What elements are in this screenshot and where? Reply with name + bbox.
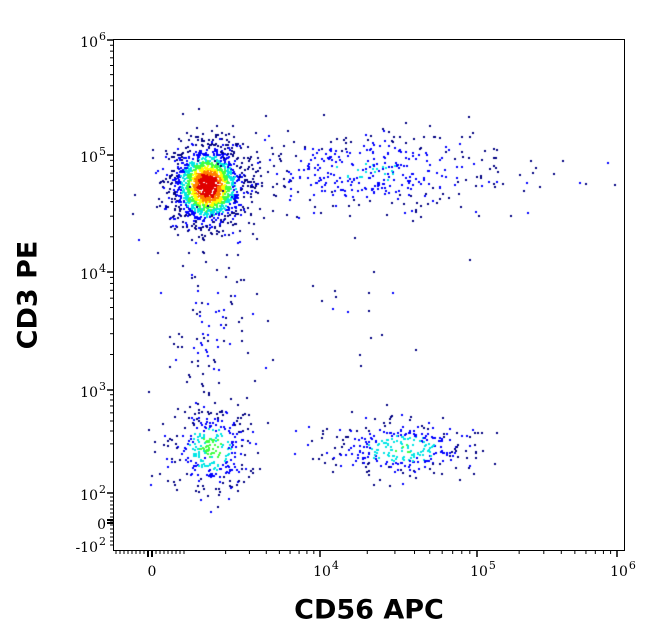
x-tick-label: 106 — [610, 559, 636, 580]
y-tick-label: 106 — [80, 30, 106, 51]
x-axis-title: CD56 APC — [294, 594, 444, 626]
y-axis-title: CD3 PE — [12, 240, 44, 350]
y-tick-label: 104 — [80, 262, 106, 283]
scatter-points — [113, 39, 625, 551]
y-tick-label: -102 — [75, 535, 106, 556]
x-tick-label: 105 — [470, 559, 496, 580]
y-tick-label: 105 — [80, 145, 106, 166]
x-tick-label: 0 — [147, 564, 157, 580]
y-tick-label: 102 — [80, 483, 106, 504]
y-tick-label: 0 — [97, 517, 106, 533]
y-tick-label: 103 — [80, 380, 106, 401]
x-tick-label: 104 — [313, 559, 339, 580]
